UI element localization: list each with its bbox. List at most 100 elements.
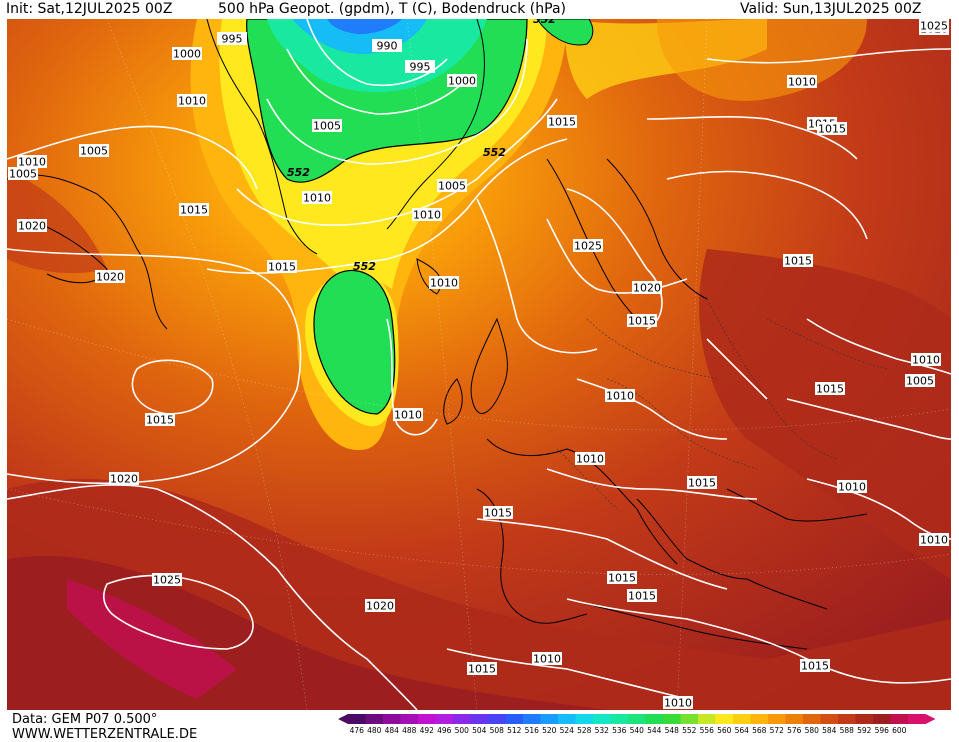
colorbar-tick-label: 584	[822, 726, 837, 735]
colorbar-swatch	[821, 714, 839, 724]
colorbar-tick-label: 488	[402, 726, 417, 735]
colorbar-swatch	[786, 714, 804, 724]
map-header: Init: Sat,12JUL2025 00Z 500 hPa Geopot. …	[0, 0, 959, 19]
colorbar-tick-label: 492	[420, 726, 435, 735]
isobar-label: 1010	[393, 408, 423, 422]
colorbar-tick-label: 532	[595, 726, 610, 735]
weather-map: 1010 1000 995 990 995 1000 1010 1005 1010 1005 101…	[7, 19, 951, 710]
colorbar-tick-label: 512	[507, 726, 522, 735]
svg-text:1015: 1015	[468, 663, 496, 676]
isobar-label: 1005	[8, 167, 38, 181]
isobar-label: 1010	[575, 452, 605, 466]
svg-text:1010: 1010	[413, 209, 441, 222]
svg-text:1010: 1010	[303, 192, 331, 205]
isobar-label: 1010	[302, 191, 332, 205]
svg-text:1005: 1005	[438, 180, 466, 193]
isobar-label: 1025	[919, 19, 949, 33]
colorbar-max-arrow	[926, 714, 936, 724]
isobar-label: 1020	[632, 281, 662, 295]
colorbar-tick-label: 600	[892, 726, 907, 735]
isobar-label: 990	[372, 39, 402, 53]
colorbar-tick-label: 520	[542, 726, 557, 735]
isobar-label: 1010	[787, 75, 817, 89]
isobar-label: 1015	[800, 659, 830, 673]
svg-text:1010: 1010	[394, 409, 422, 422]
colorbar-tick-label: 544	[647, 726, 662, 735]
colorbar-tick-label: 504	[472, 726, 487, 735]
svg-text:1010: 1010	[430, 277, 458, 290]
colorbar-swatch	[873, 714, 891, 724]
colorbar-tick-label: 580	[805, 726, 820, 735]
svg-text:1010: 1010	[178, 95, 206, 108]
colorbar-swatch	[401, 714, 419, 724]
colorbar-tick-label: 556	[700, 726, 715, 735]
colorbar-min-arrow	[338, 714, 348, 724]
colorbar-swatch	[523, 714, 541, 724]
svg-text:1020: 1020	[110, 473, 138, 486]
colorbar-swatch	[856, 714, 874, 724]
colorbar-swatch	[768, 714, 786, 724]
colorbar-swatch	[838, 714, 856, 724]
isobar-label: 1025	[152, 573, 182, 587]
colorbar-tick-label: 588	[840, 726, 855, 735]
colorbar-tick-label: 476	[350, 726, 365, 735]
svg-text:1015: 1015	[268, 261, 296, 274]
svg-text:1020: 1020	[633, 282, 661, 295]
colorbar-swatch	[541, 714, 559, 724]
colorbar-tick-label: 548	[665, 726, 680, 735]
isobar-label: 1015	[783, 254, 813, 268]
svg-text:1000: 1000	[448, 75, 476, 88]
colorbar-swatch	[803, 714, 821, 724]
contour-552-label: 552	[483, 146, 506, 159]
isobar-label: 1015	[145, 413, 175, 427]
svg-text:1015: 1015	[784, 255, 812, 268]
isobar-label: 1010	[429, 276, 459, 290]
svg-text:1025: 1025	[574, 240, 602, 253]
svg-text:1005: 1005	[313, 120, 341, 133]
map-footer: Data: GEM P07 0.500° WWW.WETTERZENTRALE.…	[0, 710, 959, 741]
colorbar-swatch	[611, 714, 629, 724]
svg-text:1015: 1015	[816, 383, 844, 396]
isobar-label: 1000	[172, 47, 202, 61]
svg-text:1015: 1015	[548, 116, 576, 129]
svg-text:1020: 1020	[18, 220, 46, 233]
colorbar-tick-label: 516	[525, 726, 540, 735]
colorbar-tick-label: 508	[490, 726, 505, 735]
colorbar-tick-label: 572	[770, 726, 785, 735]
svg-text:1005: 1005	[80, 145, 108, 158]
isobar-label: 995	[217, 32, 247, 46]
colorbar-tick-label: 536	[612, 726, 627, 735]
colorbar-swatch	[348, 714, 366, 724]
isobar-label: 1010	[911, 353, 941, 367]
isobar-label: 1020	[365, 599, 395, 613]
colorbar-swatch	[383, 714, 401, 724]
colorbar-tick-label: 540	[630, 726, 645, 735]
colorbar-swatch	[698, 714, 716, 724]
isobar-label: 1015	[179, 203, 209, 217]
svg-text:1010: 1010	[912, 354, 940, 367]
svg-text:1020: 1020	[366, 600, 394, 613]
svg-text:1015: 1015	[628, 590, 656, 603]
isobar-label: 1020	[17, 219, 47, 233]
colorbar-swatch	[366, 714, 384, 724]
colorbar-tick-label: 564	[735, 726, 750, 735]
colorbar-tick-label: 592	[857, 726, 872, 735]
colorbar-swatch	[646, 714, 664, 724]
data-source-label: Data: GEM P07 0.500°	[12, 712, 157, 727]
isobar-label: 1015	[267, 260, 297, 274]
isobar-label: 1020	[109, 472, 139, 486]
colorbar-swatch	[716, 714, 734, 724]
colorbar-swatch	[628, 714, 646, 724]
svg-text:995: 995	[410, 61, 431, 74]
svg-text:1015: 1015	[146, 414, 174, 427]
colorbar-swatch	[436, 714, 454, 724]
website-label: WWW.WETTERZENTRALE.DE	[12, 727, 197, 742]
isobar-label: 1020	[95, 270, 125, 284]
isobar-label: 1015	[467, 662, 497, 676]
svg-text:1010: 1010	[576, 453, 604, 466]
colorbar-swatch	[418, 714, 436, 724]
colorbar-tick-label: 552	[682, 726, 697, 735]
colorbar-tick-label: 596	[875, 726, 890, 735]
isobar-label: 1010	[837, 480, 867, 494]
svg-text:1025: 1025	[920, 20, 948, 33]
